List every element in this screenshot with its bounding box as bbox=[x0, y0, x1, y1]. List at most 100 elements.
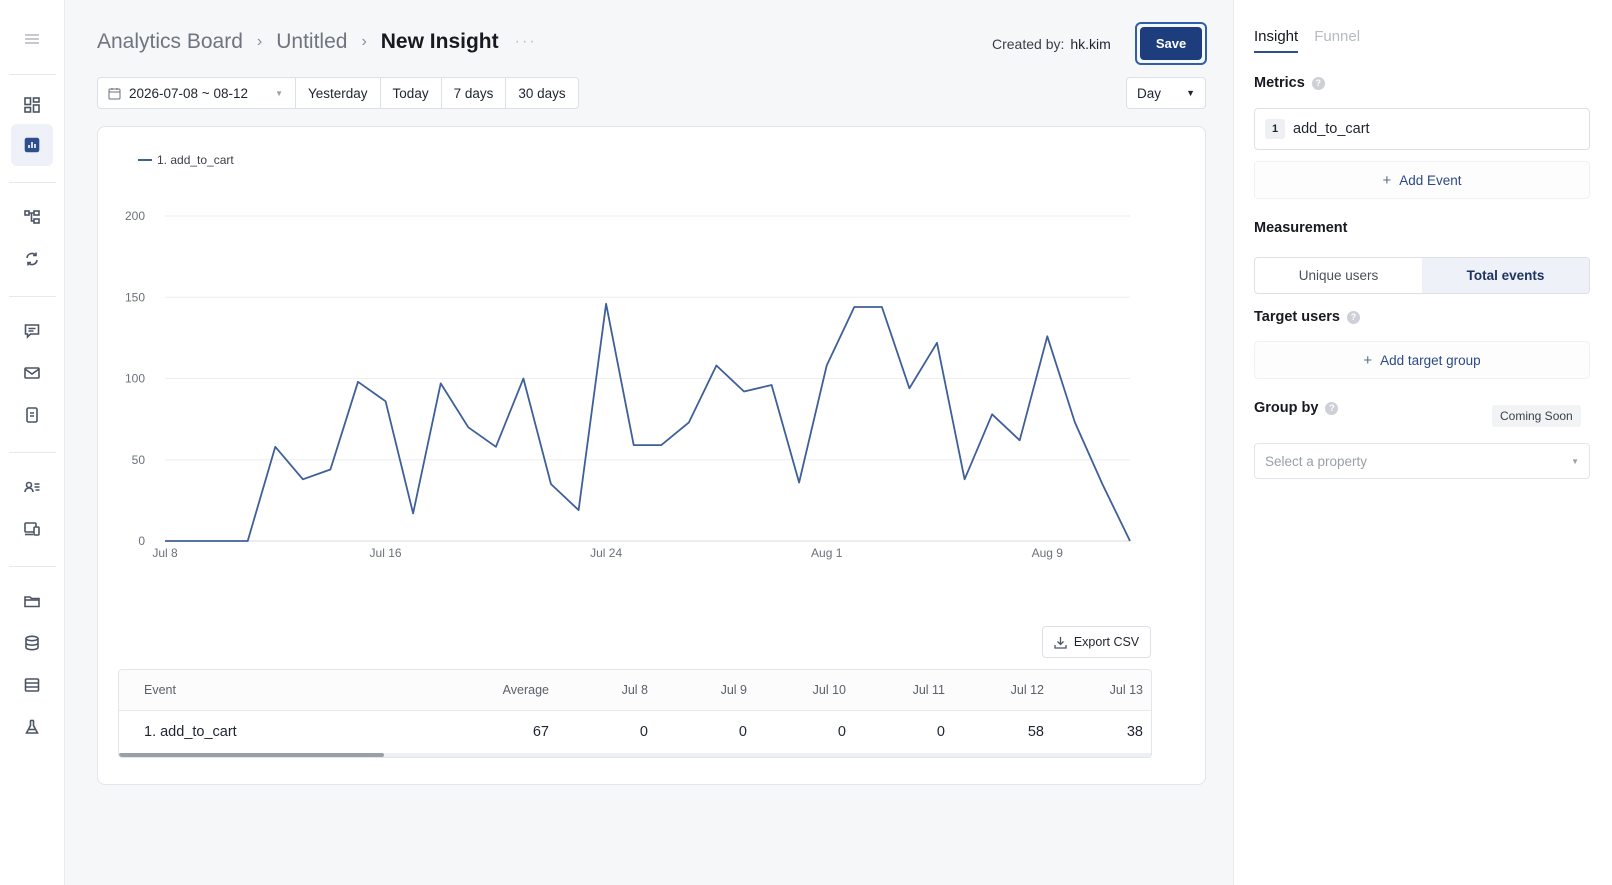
group-by-heading: Group by ? bbox=[1254, 400, 1339, 416]
created-label: Created by: bbox=[992, 36, 1065, 52]
metric-event: add_to_cart bbox=[1293, 121, 1370, 137]
add-target-label: Add target group bbox=[1380, 352, 1481, 368]
col-event[interactable]: Event bbox=[144, 683, 176, 697]
preset-yesterday[interactable]: Yesterday bbox=[296, 78, 381, 108]
export-csv-button[interactable]: Export CSV bbox=[1042, 626, 1151, 658]
col-date[interactable]: Jul 12 bbox=[1010, 683, 1044, 697]
col-date[interactable]: Jul 13 bbox=[1109, 683, 1143, 697]
cell-average: 67 bbox=[532, 724, 549, 740]
legend-swatch bbox=[138, 159, 152, 161]
col-average[interactable]: Average bbox=[502, 683, 549, 697]
horizontal-scrollbar[interactable] bbox=[119, 753, 384, 757]
interval-select[interactable]: Day ▼ bbox=[1126, 77, 1206, 109]
data-table: Event Average Jul 8 Jul 9 Jul 10 Jul 11 … bbox=[118, 669, 1152, 758]
save-button-focus-ring: Save bbox=[1135, 22, 1207, 65]
coming-soon-badge: Coming Soon bbox=[1492, 405, 1581, 427]
table-icon[interactable] bbox=[17, 670, 47, 700]
caret-down-icon: ▼ bbox=[275, 88, 283, 98]
x-tick-label: Aug 1 bbox=[811, 546, 843, 560]
y-tick-label: 0 bbox=[138, 534, 145, 548]
user-list-icon[interactable] bbox=[17, 472, 47, 502]
cell-value: 0 bbox=[639, 724, 648, 740]
property-select[interactable]: Select a property ▼ bbox=[1254, 443, 1590, 479]
chevron-right-icon: › bbox=[361, 33, 367, 50]
help-icon[interactable]: ? bbox=[1325, 401, 1339, 415]
chart-card: 1. add_to_cart 0 50 100 150 200 Jul 8 Jul 16 Ju… bbox=[97, 126, 1206, 785]
cell-value: 0 bbox=[936, 724, 945, 740]
metrics-label: Metrics bbox=[1254, 75, 1305, 91]
help-icon[interactable]: ? bbox=[1311, 76, 1325, 90]
created-by: Created by: hk.kim bbox=[992, 36, 1111, 52]
x-tick-label: Jul 8 bbox=[152, 546, 178, 560]
devices-icon[interactable] bbox=[17, 514, 47, 544]
col-date[interactable]: Jul 9 bbox=[720, 683, 747, 697]
legend-label: 1. add_to_cart bbox=[157, 153, 234, 167]
date-range-value: 2026-07-08 ~ 08-12 bbox=[129, 85, 248, 101]
y-tick-label: 50 bbox=[132, 453, 146, 467]
dashboard-icon[interactable] bbox=[17, 90, 47, 120]
tab-funnel[interactable]: Funnel bbox=[1314, 28, 1361, 45]
add-event-button[interactable]: + Add Event bbox=[1254, 161, 1590, 199]
breadcrumb-folder[interactable]: Untitled bbox=[276, 30, 348, 53]
y-tick-label: 200 bbox=[125, 209, 145, 223]
mobile-doc-icon[interactable] bbox=[17, 400, 47, 430]
date-range-picker[interactable]: 2026-07-08 ~ 08-12 ▼ bbox=[98, 78, 296, 108]
chevron-right-icon: › bbox=[256, 33, 263, 50]
add-target-group-button[interactable]: + Add target group bbox=[1254, 341, 1590, 379]
main-content: Analytics Board › Untitled › New Insight… bbox=[65, 0, 1233, 885]
target-users-heading: Target users ? bbox=[1254, 309, 1360, 325]
unique-users-option[interactable]: Unique users bbox=[1298, 268, 1379, 283]
preset-30-days[interactable]: 30 days bbox=[518, 85, 566, 101]
breadcrumb: Analytics Board › Untitled › New Insight… bbox=[97, 30, 537, 54]
rail-divider bbox=[9, 74, 56, 75]
settings-panel: Insight Funnel Metrics ? 1 add_to_cart +… bbox=[1233, 0, 1612, 885]
col-date[interactable]: Jul 10 bbox=[812, 683, 846, 697]
total-events-option[interactable]: Total events bbox=[1422, 258, 1589, 293]
folder-icon[interactable] bbox=[17, 586, 47, 616]
metric-index: 1 bbox=[1265, 119, 1285, 139]
tab-insight[interactable]: Insight bbox=[1254, 28, 1299, 53]
target-users-label: Target users bbox=[1254, 309, 1340, 325]
database-icon[interactable] bbox=[17, 628, 47, 658]
left-nav-rail bbox=[0, 0, 65, 885]
save-button[interactable]: Save bbox=[1140, 27, 1202, 60]
refresh-cycle-icon[interactable] bbox=[17, 244, 47, 274]
add-event-label: Add Event bbox=[1399, 172, 1462, 188]
chart-legend[interactable]: 1. add_to_cart bbox=[138, 153, 234, 167]
lab-flask-icon[interactable] bbox=[17, 712, 47, 742]
insight-chart-icon[interactable] bbox=[11, 124, 53, 166]
flow-icon[interactable] bbox=[17, 202, 47, 232]
cell-value: 0 bbox=[837, 724, 846, 740]
measurement-toggle: Unique users Total events bbox=[1254, 257, 1590, 294]
export-csv-label: Export CSV bbox=[1073, 635, 1140, 649]
date-filter-bar: 2026-07-08 ~ 08-12 ▼ Yesterday Today 7 d… bbox=[97, 77, 579, 109]
cell-value: 0 bbox=[738, 724, 747, 740]
download-icon bbox=[1054, 636, 1067, 649]
col-date[interactable]: Jul 11 bbox=[912, 683, 945, 697]
cell-value: 58 bbox=[1027, 724, 1044, 740]
more-options-icon[interactable]: ··· bbox=[514, 33, 537, 50]
cell-value: 38 bbox=[1126, 724, 1143, 740]
breadcrumb-board[interactable]: Analytics Board bbox=[97, 30, 243, 53]
preset-7-days[interactable]: 7 days bbox=[442, 78, 507, 108]
rail-divider bbox=[9, 566, 56, 567]
rail-divider bbox=[9, 296, 56, 297]
metric-item[interactable]: 1 add_to_cart bbox=[1254, 108, 1590, 150]
metrics-heading: Metrics ? bbox=[1254, 75, 1325, 91]
mail-icon[interactable] bbox=[17, 358, 47, 388]
caret-down-icon: ▼ bbox=[1186, 88, 1195, 98]
created-user: hk.kim bbox=[1070, 36, 1111, 52]
x-tick-label: Jul 16 bbox=[370, 546, 402, 560]
help-icon[interactable]: ? bbox=[1346, 310, 1360, 324]
message-icon[interactable] bbox=[17, 316, 47, 346]
panel-tabs: Insight Funnel bbox=[1254, 28, 1376, 53]
rail-divider bbox=[9, 452, 56, 453]
col-date[interactable]: Jul 8 bbox=[621, 683, 648, 697]
table-row: 1. add_to_cart 67 0 0 0 0 58 38 bbox=[119, 711, 1151, 753]
preset-today[interactable]: Today bbox=[381, 78, 442, 108]
y-tick-label: 150 bbox=[125, 290, 145, 304]
page-title[interactable]: New Insight bbox=[380, 30, 499, 53]
caret-down-icon: ▼ bbox=[1571, 456, 1579, 466]
menu-icon[interactable] bbox=[17, 24, 47, 54]
cell-event: 1. add_to_cart bbox=[144, 724, 237, 740]
